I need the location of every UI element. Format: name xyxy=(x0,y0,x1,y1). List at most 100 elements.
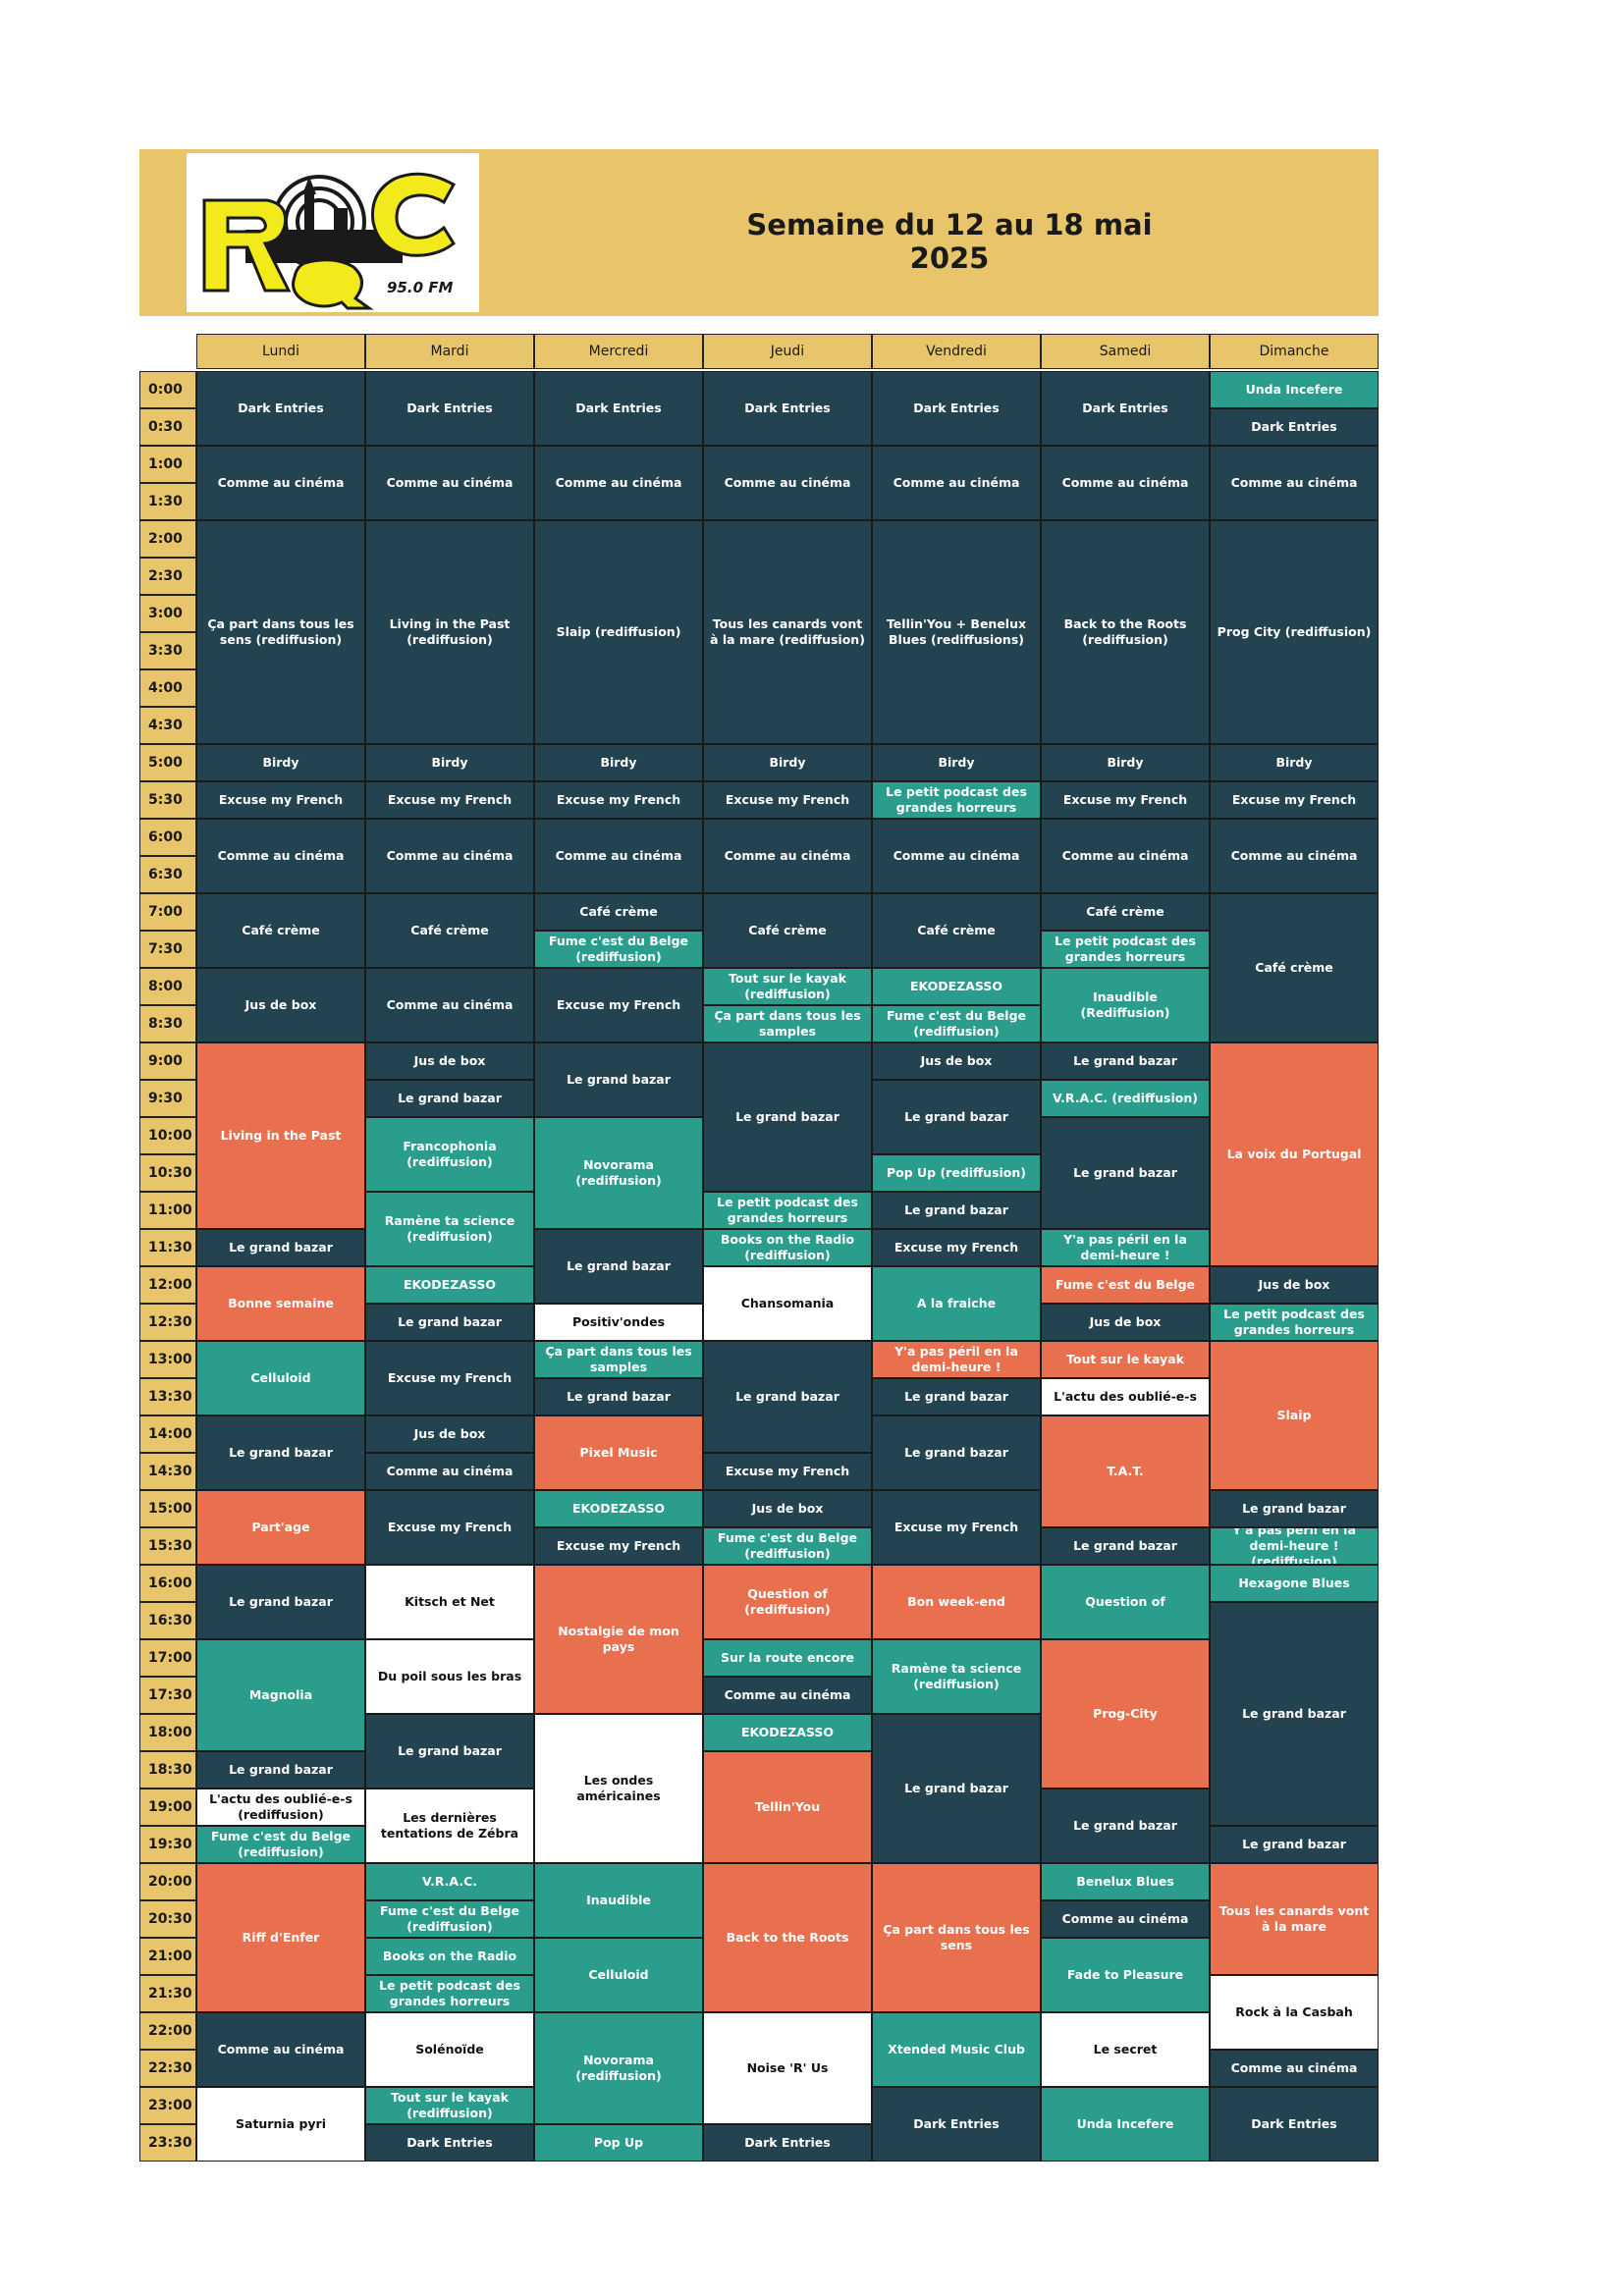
time-label: 21:30 xyxy=(139,1975,196,2012)
program-cell: V.R.A.C. xyxy=(365,1863,534,1900)
program-cell: Le grand bazar xyxy=(1041,1527,1210,1565)
time-label: 6:30 xyxy=(139,856,196,893)
program-cell: Café crème xyxy=(1041,893,1210,931)
program-cell: Tout sur le kayak xyxy=(1041,1341,1210,1378)
program-cell: Pop Up xyxy=(534,2124,703,2162)
day-header-samedi: Samedi xyxy=(1041,334,1210,369)
program-cell: Dark Entries xyxy=(872,371,1041,446)
program-cell: Comme au cinéma xyxy=(196,819,365,893)
program-cell: EKODEZASSO xyxy=(365,1266,534,1304)
time-label: 19:00 xyxy=(139,1789,196,1826)
program-cell: Question of (rediffusion) xyxy=(703,1565,872,1639)
program-cell: Le secret xyxy=(1041,2012,1210,2087)
program-cell: Birdy xyxy=(534,744,703,781)
time-label: 8:00 xyxy=(139,968,196,1005)
program-cell: L'actu des oublié-e-s xyxy=(1041,1378,1210,1415)
time-label: 15:00 xyxy=(139,1490,196,1527)
program-cell: La voix du Portugal xyxy=(1210,1042,1379,1266)
program-cell: Living in the Past (rediffusion) xyxy=(365,520,534,744)
program-cell: Le grand bazar xyxy=(534,1042,703,1117)
time-label: 10:30 xyxy=(139,1154,196,1192)
time-label: 23:00 xyxy=(139,2087,196,2124)
program-cell: Slaip xyxy=(1210,1341,1379,1490)
program-cell: Le grand bazar xyxy=(365,1304,534,1341)
program-cell: Novorama (rediffusion) xyxy=(534,1117,703,1229)
program-cell: Excuse my French xyxy=(365,1490,534,1565)
program-cell: Comme au cinéma xyxy=(1210,446,1379,520)
program-cell: Excuse my French xyxy=(365,1341,534,1415)
program-cell: Question of xyxy=(1041,1565,1210,1639)
program-cell: Bon week-end xyxy=(872,1565,1041,1639)
program-cell: Tout sur le kayak (rediffusion) xyxy=(703,968,872,1005)
time-label: 3:30 xyxy=(139,632,196,669)
program-cell: Comme au cinéma xyxy=(872,446,1041,520)
time-label: 1:30 xyxy=(139,483,196,520)
program-cell: Celluloid xyxy=(534,1938,703,2012)
time-label: 14:30 xyxy=(139,1453,196,1490)
day-header-dimanche: Dimanche xyxy=(1210,334,1379,369)
program-cell: Comme au cinéma xyxy=(1041,446,1210,520)
program-cell: Dark Entries xyxy=(872,2087,1041,2162)
program-cell: Back to the Roots xyxy=(703,1863,872,2012)
time-label: 21:00 xyxy=(139,1938,196,1975)
program-cell: Prog-City xyxy=(1041,1639,1210,1789)
program-cell: Comme au cinéma xyxy=(534,446,703,520)
time-label: 0:00 xyxy=(139,371,196,408)
time-label: 2:00 xyxy=(139,520,196,558)
schedule-grid: Lundi Mardi Mercredi Jeudi Vendredi Samedi Dim… xyxy=(139,334,1379,2162)
program-cell: Birdy xyxy=(1041,744,1210,781)
program-cell: Positiv'ondes xyxy=(534,1304,703,1341)
time-label: 14:00 xyxy=(139,1415,196,1453)
program-cell: Hexagone Blues xyxy=(1210,1565,1379,1602)
program-cell: Le grand bazar xyxy=(365,1080,534,1117)
program-cell: Comme au cinéma xyxy=(534,819,703,893)
program-cell: Dark Entries xyxy=(534,371,703,446)
program-cell: Comme au cinéma xyxy=(196,446,365,520)
time-label: 15:30 xyxy=(139,1527,196,1565)
program-cell: Tellin'You xyxy=(703,1751,872,1863)
program-cell: Le grand bazar xyxy=(1210,1602,1379,1826)
program-cell: Tous les canards vont à la mare xyxy=(1210,1863,1379,1975)
program-cell: Excuse my French xyxy=(534,1527,703,1565)
program-cell: Ça part dans tous les sens xyxy=(872,1863,1041,2012)
program-cell: Birdy xyxy=(365,744,534,781)
time-label: 0:30 xyxy=(139,408,196,446)
time-label: 7:00 xyxy=(139,893,196,931)
program-cell: Le grand bazar xyxy=(872,1080,1041,1154)
program-cell: Le grand bazar xyxy=(196,1229,365,1266)
program-cell: Birdy xyxy=(703,744,872,781)
program-cell: Books on the Radio (rediffusion) xyxy=(703,1229,872,1266)
program-cell: Excuse my French xyxy=(1210,781,1379,819)
program-cell: Le petit podcast des grandes horreurs xyxy=(703,1192,872,1229)
program-cell: Comme au cinéma xyxy=(365,446,534,520)
program-cell: Inaudible (Rediffusion) xyxy=(1041,968,1210,1042)
program-cell: Dark Entries xyxy=(1210,408,1379,446)
program-cell: Ça part dans tous les samples xyxy=(534,1341,703,1378)
program-cell: Excuse my French xyxy=(703,1453,872,1490)
program-cell: Le grand bazar xyxy=(872,1378,1041,1415)
program-cell: Magnolia xyxy=(196,1639,365,1751)
time-label: 20:00 xyxy=(139,1863,196,1900)
program-cell: Le grand bazar xyxy=(196,1565,365,1639)
program-cell: Le grand bazar xyxy=(703,1042,872,1192)
program-cell: Café crème xyxy=(1210,893,1379,1042)
time-label: 19:30 xyxy=(139,1826,196,1863)
program-cell: Jus de box xyxy=(872,1042,1041,1080)
program-cell: Fade to Pleasure xyxy=(1041,1938,1210,2012)
day-header-jeudi: Jeudi xyxy=(703,334,872,369)
program-cell: Excuse my French xyxy=(534,968,703,1042)
program-cell: Ça part dans tous les sens (rediffusion) xyxy=(196,520,365,744)
program-cell: Excuse my French xyxy=(703,781,872,819)
program-cell: Dark Entries xyxy=(703,371,872,446)
program-cell: Sur la route encore xyxy=(703,1639,872,1677)
program-cell: Le grand bazar xyxy=(1210,1826,1379,1863)
program-cell: Excuse my French xyxy=(872,1490,1041,1565)
program-cell: Le grand bazar xyxy=(365,1714,534,1789)
program-cell: Le grand bazar xyxy=(872,1415,1041,1490)
program-cell: Le grand bazar xyxy=(534,1378,703,1415)
program-cell: Celluloid xyxy=(196,1341,365,1415)
program-cell: Les dernières tentations de Zébra xyxy=(365,1789,534,1863)
program-cell: Kitsch et Net xyxy=(365,1565,534,1639)
program-cell: Le grand bazar xyxy=(534,1229,703,1304)
program-cell: Fume c'est du Belge (rediffusion) xyxy=(365,1900,534,1938)
